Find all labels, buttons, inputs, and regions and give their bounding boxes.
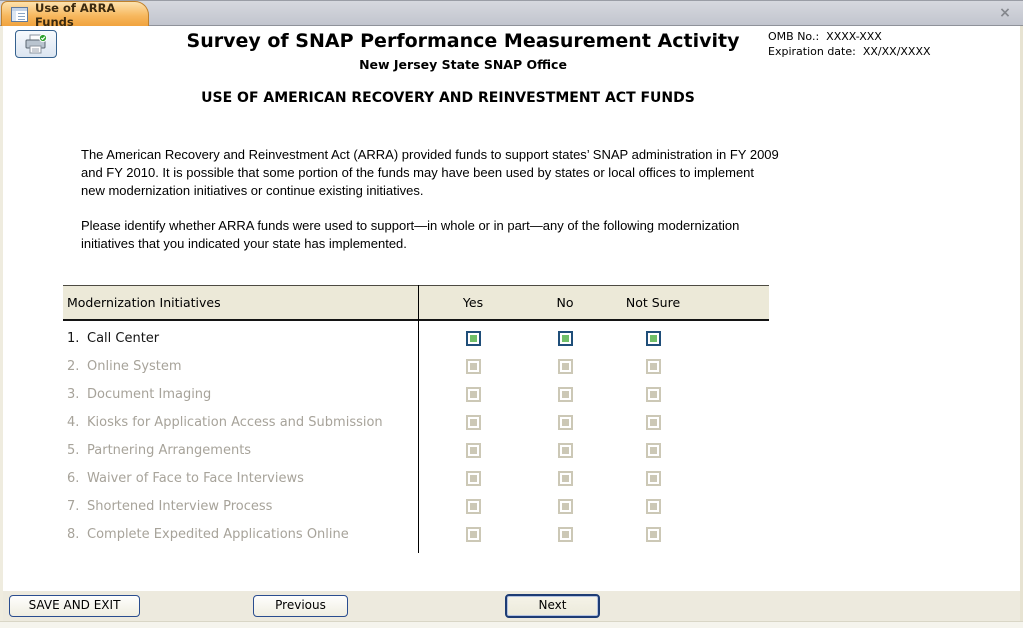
checkbox-yes <box>465 442 481 458</box>
omb-no-label: OMB No.: <box>768 30 820 43</box>
footer-bar: SAVE AND EXIT Previous Next <box>0 591 1023 621</box>
row-number: 7. <box>67 498 80 514</box>
form-body: Survey of SNAP Performance Measurement A… <box>0 26 1023 591</box>
checkbox-yes <box>465 498 481 514</box>
expiration-value: XX/XX/XXXX <box>862 45 931 58</box>
row-number: 8. <box>67 526 80 542</box>
initiative-label: 3. Document Imaging <box>63 387 418 402</box>
table-row: 4. Kiosks for Application Access and Sub… <box>63 408 769 436</box>
tab-label: Use of ARRA Funds <box>35 0 116 29</box>
checkbox-no[interactable] <box>557 330 573 346</box>
initiative-label: 2. Online System <box>63 359 418 374</box>
checkbox-not-sure[interactable] <box>645 330 661 346</box>
row-label: Shortened Interview Process <box>87 498 273 514</box>
checkbox-no <box>557 414 573 430</box>
document-tab-bar: Use of ARRA Funds × <box>0 0 1023 29</box>
row-number: 2. <box>67 358 80 374</box>
checkbox-yes <box>465 470 481 486</box>
initiative-label: 5. Partnering Arrangements <box>63 443 418 458</box>
instructions: The American Recovery and Reinvestment A… <box>81 146 781 253</box>
checkbox-no <box>557 470 573 486</box>
column-header-initiatives: Modernization Initiatives <box>67 295 221 310</box>
checkbox-yes[interactable] <box>465 330 481 346</box>
row-number: 1. <box>67 330 80 346</box>
tab-use-of-arra-funds[interactable]: Use of ARRA Funds <box>1 0 149 29</box>
table-row: 8. Complete Expedited Applications Onlin… <box>63 520 769 548</box>
row-label: Complete Expedited Applications Online <box>87 526 349 542</box>
omb-no-value: XXXX-XXX <box>826 30 882 43</box>
table-row: 3. Document Imaging <box>63 380 769 408</box>
table-row: 6. Waiver of Face to Face Interviews <box>63 464 769 492</box>
column-header-yes: Yes <box>462 295 484 310</box>
initiative-label: 8. Complete Expedited Applications Onlin… <box>63 527 418 542</box>
column-header-not-sure: Not Sure <box>625 295 681 310</box>
row-label: Call Center <box>87 330 160 346</box>
initiatives-table-header: Modernization Initiatives Yes No Not Sur… <box>63 285 769 321</box>
table-row: 5. Partnering Arrangements <box>63 436 769 464</box>
expiration-label: Expiration date: <box>768 45 856 58</box>
save-and-exit-button[interactable]: SAVE AND EXIT <box>9 595 140 617</box>
row-label: Document Imaging <box>87 386 212 402</box>
checkbox-yes <box>465 526 481 542</box>
row-label: Kiosks for Application Access and Submis… <box>87 414 383 430</box>
page-subtitle: New Jersey State SNAP Office <box>359 57 567 72</box>
checkbox-no <box>557 526 573 542</box>
window-bottom-edge <box>0 621 1023 628</box>
omb-block: OMB No.: XXXX-XXX Expiration date: XX/XX/X… <box>768 29 931 59</box>
row-number: 3. <box>67 386 80 402</box>
checkbox-no <box>557 358 573 374</box>
column-header-no: No <box>556 295 574 310</box>
initiative-label: 1. Call Center <box>63 331 418 346</box>
row-label: Online System <box>87 358 182 374</box>
row-label: Partnering Arrangements <box>87 442 252 458</box>
checkbox-not-sure <box>645 358 661 374</box>
checkbox-no <box>557 386 573 402</box>
initiative-label: 6. Waiver of Face to Face Interviews <box>63 471 418 486</box>
row-number: 4. <box>67 414 80 430</box>
page-title: Survey of SNAP Performance Measurement A… <box>186 30 740 52</box>
print-button[interactable] <box>15 30 57 58</box>
checkbox-not-sure <box>645 498 661 514</box>
checkbox-not-sure <box>645 526 661 542</box>
checkbox-no <box>557 498 573 514</box>
checkbox-yes <box>465 386 481 402</box>
printer-icon <box>24 33 48 55</box>
checkbox-yes <box>465 358 481 374</box>
row-number: 6. <box>67 470 80 486</box>
form-icon <box>11 7 28 22</box>
checkbox-not-sure <box>645 414 661 430</box>
table-row: 2. Online System <box>63 352 769 380</box>
instructions-paragraph-2: Please identify whether ARRA funds were … <box>81 218 740 251</box>
initiatives-rows: 1. Call Center 2. Online System 3. Docum… <box>63 324 769 548</box>
checkbox-not-sure <box>645 386 661 402</box>
previous-button[interactable]: Previous <box>253 595 348 617</box>
row-label: Waiver of Face to Face Interviews <box>87 470 304 486</box>
checkbox-no <box>557 442 573 458</box>
section-heading: USE OF AMERICAN RECOVERY AND REINVESTMEN… <box>201 90 695 106</box>
initiative-label: 4. Kiosks for Application Access and Sub… <box>63 415 418 430</box>
table-row: 7. Shortened Interview Process <box>63 492 769 520</box>
initiative-label: 7. Shortened Interview Process <box>63 499 418 514</box>
column-divider <box>418 285 419 553</box>
table-row: 1. Call Center <box>63 324 769 352</box>
instructions-paragraph-1: The American Recovery and Reinvestment A… <box>81 147 779 198</box>
close-icon[interactable]: × <box>999 5 1011 21</box>
row-number: 5. <box>67 442 80 458</box>
next-button[interactable]: Next <box>505 594 600 618</box>
checkbox-yes <box>465 414 481 430</box>
checkbox-not-sure <box>645 442 661 458</box>
checkbox-not-sure <box>645 470 661 486</box>
